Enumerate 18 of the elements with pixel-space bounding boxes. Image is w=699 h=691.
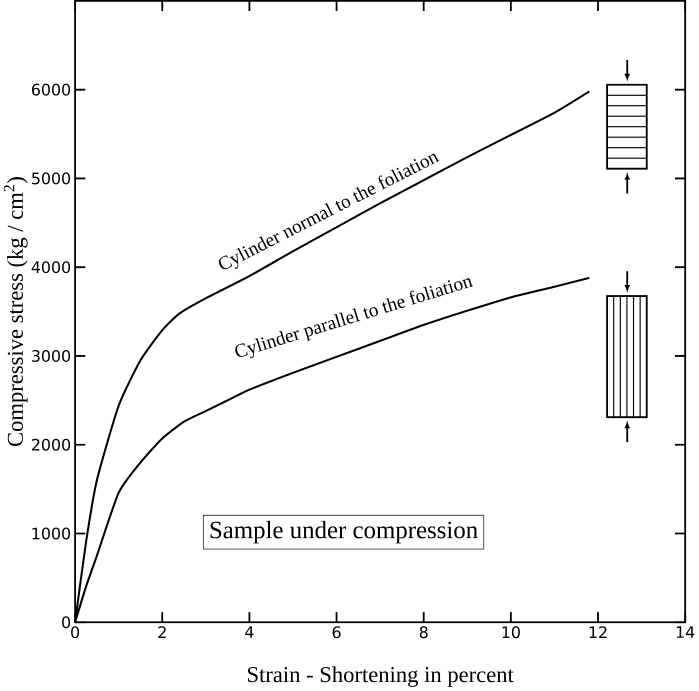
x-tick-label: 10 — [502, 626, 520, 638]
annotation: Sample under compression — [210, 521, 478, 544]
y-tick-label: 4000 — [32, 261, 70, 274]
x-tick-label: 6 — [332, 626, 341, 638]
y-tick-label: 3000 — [32, 350, 70, 362]
x-tick-label: 0 — [71, 626, 80, 638]
y-tick-label: 5000 — [32, 172, 70, 185]
x-tick-label: 8 — [420, 626, 428, 638]
x-tick-label: 14 — [676, 626, 694, 638]
x-axis-title: Strain - Shortening in percent — [248, 666, 514, 688]
y-tick-label: 6000 — [32, 84, 70, 96]
y-tick-label: 0 — [62, 616, 70, 628]
x-tick-label: 4 — [245, 626, 254, 638]
x-tick-label: 2 — [158, 626, 166, 638]
y-tick-label: 1000 — [32, 528, 70, 540]
x-tick-label: 12 — [590, 626, 607, 638]
y-axis-title: Compressive stress (kg / cm$^{2}$) — [4, 177, 28, 446]
y-tick-label: 2000 — [32, 438, 70, 451]
